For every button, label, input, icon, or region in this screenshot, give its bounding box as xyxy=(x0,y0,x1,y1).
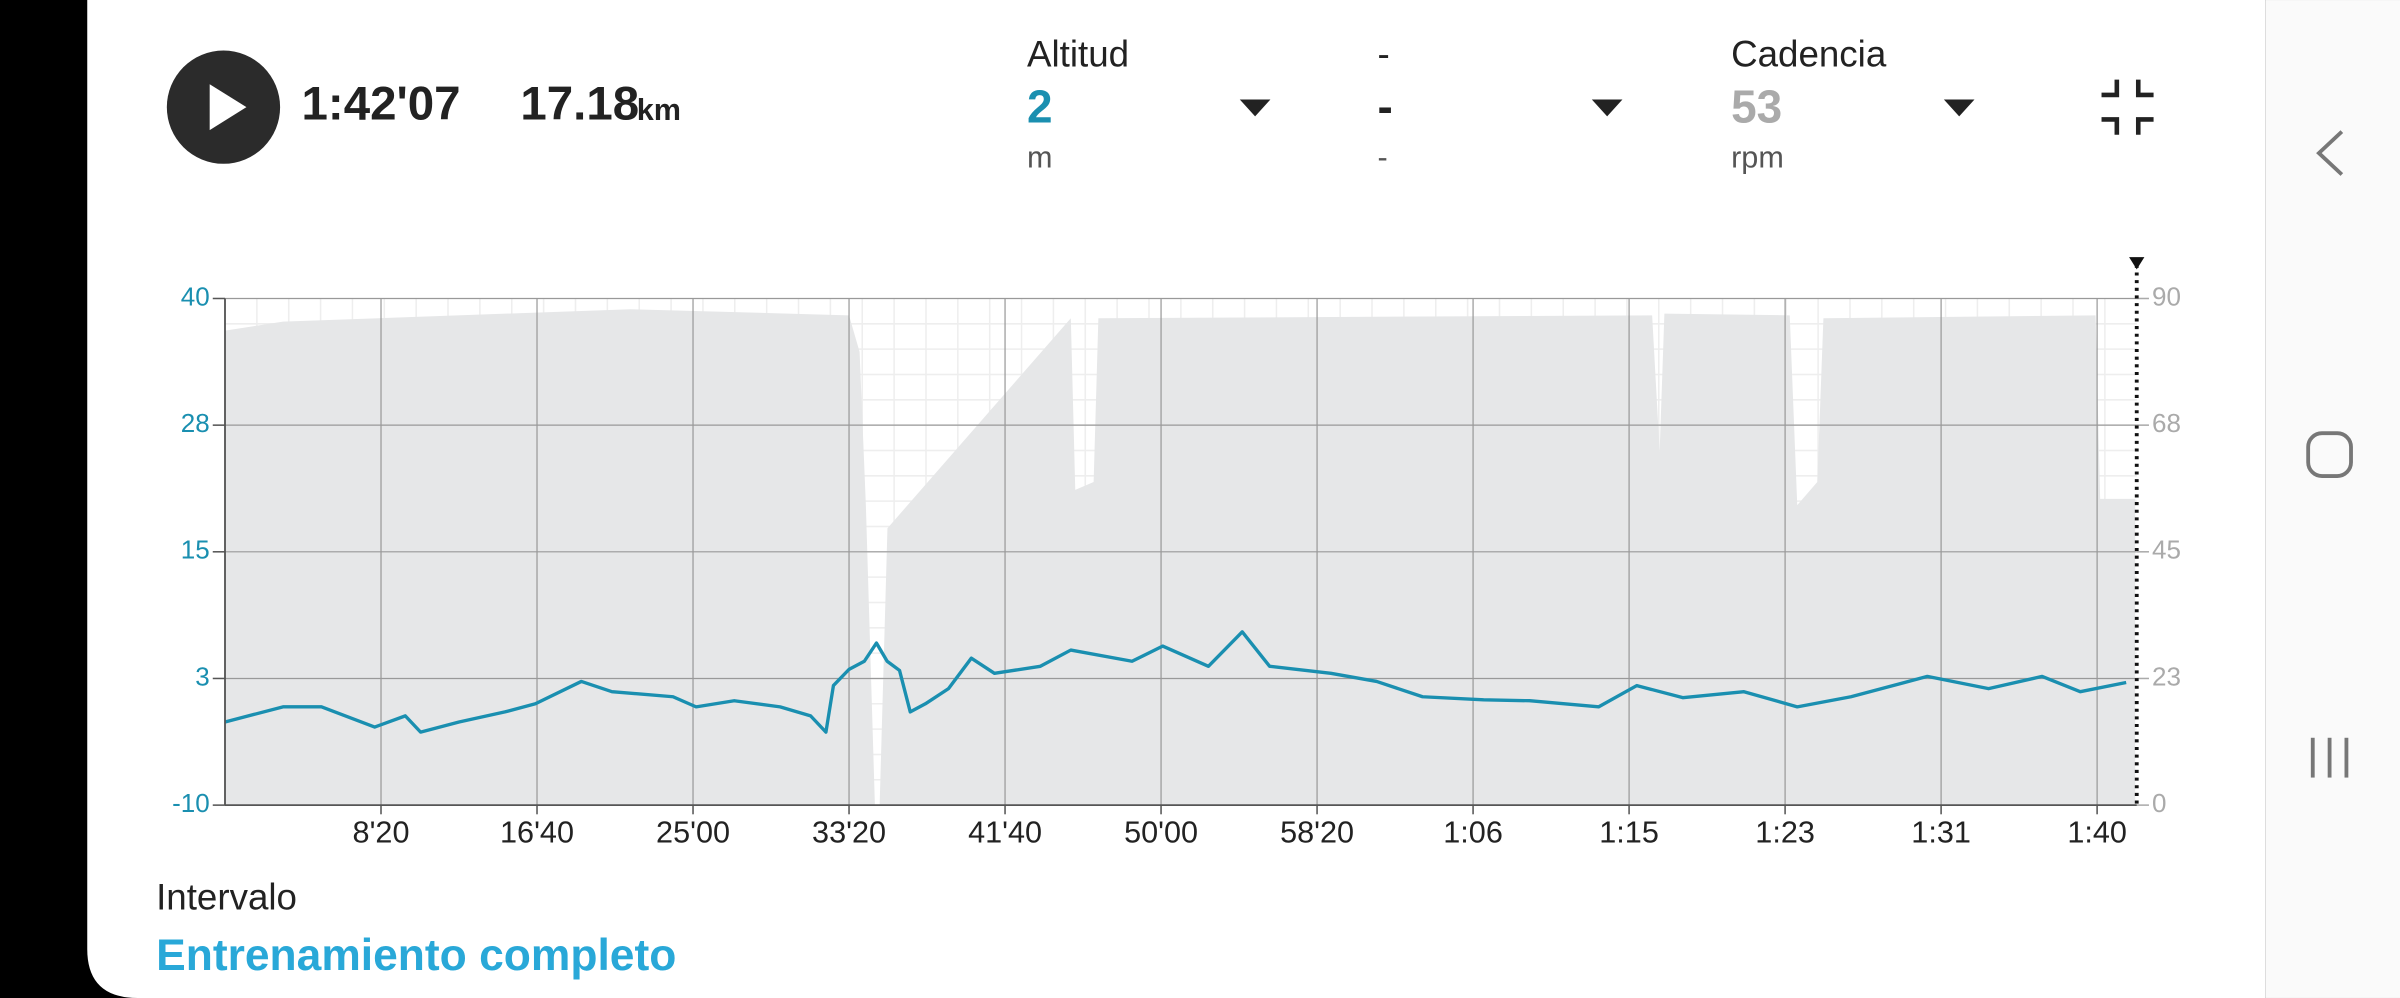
chart: 8'20 16'40 25'00 33'20 41'40 50'00 58'20 1:06 1:… xyxy=(172,257,2181,849)
y2-tick-label: 90 xyxy=(2152,281,2181,311)
y-tick-label: -10 xyxy=(172,788,210,818)
selector-label[interactable]: - xyxy=(1378,33,1390,74)
x-tick-label: 1:23 xyxy=(1755,815,1815,849)
selector-value: - xyxy=(1378,80,1393,132)
collapse-icon[interactable] xyxy=(2101,79,2154,135)
x-tick-label: 1:31 xyxy=(1911,815,1971,849)
x-tick-label: 8'20 xyxy=(353,815,410,849)
y-tick-label: 28 xyxy=(181,408,210,438)
selector-value: 2 xyxy=(1027,80,1053,132)
y-tick-label: 40 xyxy=(181,281,210,311)
y2-tick-label: 0 xyxy=(2152,788,2166,818)
y2-tick-label: 23 xyxy=(2152,661,2181,691)
play-icon xyxy=(209,84,247,131)
selector-unit: - xyxy=(1378,140,1388,174)
x-tick-label: 25'00 xyxy=(656,815,730,849)
selector-label[interactable]: Cadencia xyxy=(1731,33,1887,74)
selector-label[interactable]: Altitud xyxy=(1027,33,1129,74)
nav-home[interactable] xyxy=(2306,431,2353,478)
y-tick-label: 3 xyxy=(195,661,209,691)
dropdown-arrow[interactable] xyxy=(1239,99,1271,117)
x-tick-label: 41'40 xyxy=(968,815,1042,849)
selector-value: 53 xyxy=(1731,80,1782,132)
selector-unit: rpm xyxy=(1731,140,1784,174)
cursor-marker xyxy=(2129,257,2145,270)
nav-back[interactable] xyxy=(2316,130,2344,176)
x-tick-label: 1:15 xyxy=(1599,815,1659,849)
x-tick-label: 16'40 xyxy=(500,815,574,849)
footer-label: Intervalo xyxy=(156,877,297,918)
duration: 1:42'07 xyxy=(302,78,461,131)
selector-unit: m xyxy=(1027,140,1053,174)
x-tick-label: 1:40 xyxy=(2067,815,2127,849)
area xyxy=(225,309,2136,806)
distance-unit: km xyxy=(637,93,681,127)
y2-tick-label: 45 xyxy=(2152,535,2181,565)
dropdown-arrow[interactable] xyxy=(1943,99,1975,117)
footer-value[interactable]: Entrenamiento completo xyxy=(156,931,676,980)
y-tick-label: 15 xyxy=(181,535,210,565)
distance: 17.18 xyxy=(520,78,639,131)
x-tick-label: 58'20 xyxy=(1280,815,1354,849)
nav-recent[interactable] xyxy=(2310,737,2349,778)
x-tick-label: 50'00 xyxy=(1124,815,1198,849)
dropdown-arrow[interactable] xyxy=(1591,99,1623,117)
y2-tick-label: 68 xyxy=(2152,408,2181,438)
x-tick-label: 33'20 xyxy=(812,815,886,849)
x-tick-label: 1:06 xyxy=(1443,815,1503,849)
line xyxy=(224,630,2127,734)
nav-bar xyxy=(2265,0,2400,998)
